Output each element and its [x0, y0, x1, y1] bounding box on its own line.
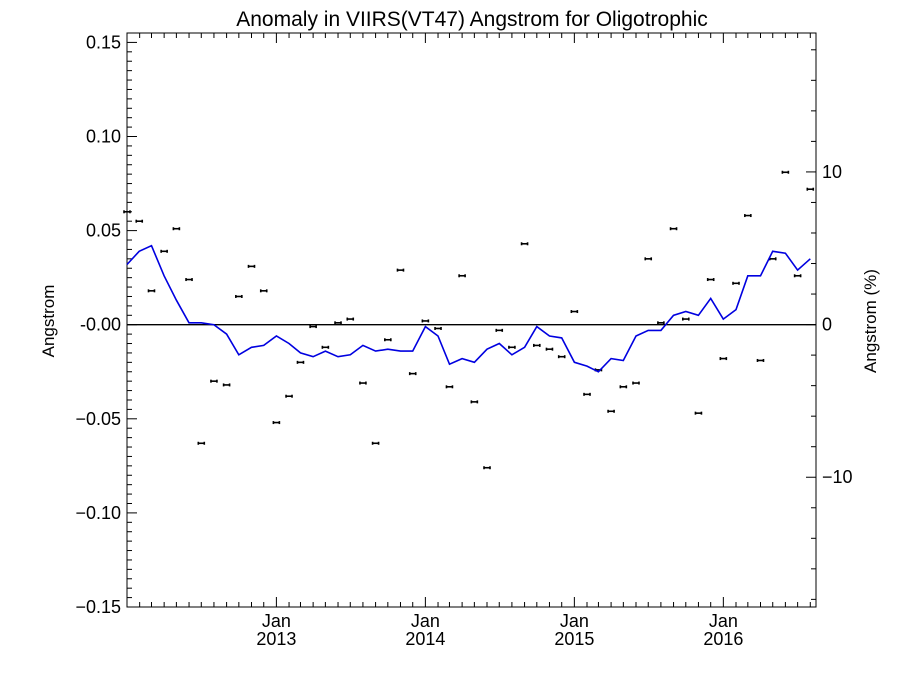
data-point	[408, 372, 417, 376]
data-point	[793, 274, 802, 278]
y-tick-label: 0.15	[86, 32, 121, 52]
data-point	[285, 394, 293, 398]
data-point	[346, 317, 355, 321]
data-point	[756, 358, 765, 362]
data-point	[296, 360, 305, 364]
y2-tick-label: 10	[822, 162, 842, 182]
data-point	[657, 321, 665, 325]
x-tick-label-month: Jan	[262, 611, 291, 631]
data-point	[321, 345, 330, 349]
data-point	[732, 281, 740, 285]
data-point	[632, 381, 640, 385]
data-point	[483, 466, 491, 470]
data-point	[445, 385, 454, 389]
data-point	[533, 343, 541, 347]
plot-area: 0.15 0.10 0.05 -0.00 −0.05 −0.10 −0.15 10 0 −10 Ja…	[75, 32, 852, 649]
data-point	[545, 347, 554, 351]
data-point	[681, 317, 690, 321]
x-tick-label-year: 2016	[703, 629, 743, 649]
data-point	[421, 319, 430, 323]
data-point	[607, 409, 615, 413]
data-point	[272, 421, 281, 425]
data-point	[235, 294, 243, 298]
data-point	[160, 249, 168, 253]
data-point	[719, 357, 728, 361]
data-point	[123, 210, 131, 214]
chart-title: Anomaly in VIIRS(VT47) Angstrom for Olig…	[236, 8, 708, 31]
data-point	[309, 325, 317, 329]
data-point	[806, 187, 815, 191]
x-tick-label-year: 2013	[256, 629, 296, 649]
y-tick-label: −0.05	[75, 409, 121, 429]
x-tick-label-year: 2014	[405, 629, 445, 649]
data-point	[557, 355, 566, 359]
data-point	[768, 257, 777, 261]
data-point	[434, 326, 442, 330]
data-point	[583, 392, 591, 396]
plot-frame	[126, 32, 817, 608]
data-point	[744, 214, 752, 218]
data-point	[781, 170, 790, 174]
x-tick-label-month: Jan	[709, 611, 738, 631]
y-tick-label: 0.10	[86, 127, 121, 147]
data-point	[334, 321, 342, 325]
data-point	[147, 289, 156, 293]
y-tick-label: −0.10	[75, 503, 121, 523]
data-point	[185, 278, 193, 282]
data-point	[458, 274, 466, 278]
data-point	[135, 219, 144, 223]
data-point	[520, 242, 529, 246]
data-point	[570, 310, 579, 314]
data-point	[172, 227, 181, 231]
y2-tick-label: −10	[822, 467, 853, 487]
data-point	[470, 400, 479, 404]
x-tick-label-month: Jan	[411, 611, 440, 631]
data-point	[210, 379, 218, 383]
data-point	[371, 441, 380, 445]
y2-axis-label: Angstrom (%)	[861, 269, 880, 373]
data-point	[359, 381, 367, 385]
data-point	[247, 264, 256, 268]
x-tick-label-month: Jan	[560, 611, 589, 631]
data-point	[644, 257, 653, 261]
data-point	[222, 383, 231, 387]
y-axis-label: Angstrom	[39, 285, 58, 358]
data-point	[706, 278, 715, 282]
anomaly-line	[126, 244, 811, 373]
x-tick-label-year: 2015	[554, 629, 594, 649]
y-tick-label: −0.15	[75, 597, 121, 617]
data-point	[197, 441, 206, 445]
data-point	[694, 411, 703, 415]
y2-tick-label: 0	[822, 315, 832, 335]
data-point	[384, 338, 392, 342]
data-point	[619, 385, 628, 389]
data-point	[669, 227, 678, 231]
data-point	[396, 268, 405, 272]
data-point	[259, 289, 268, 293]
data-point	[508, 345, 516, 349]
data-point	[495, 328, 504, 332]
y-tick-label: 0.05	[86, 221, 121, 241]
y-tick-label: -0.00	[80, 315, 121, 335]
